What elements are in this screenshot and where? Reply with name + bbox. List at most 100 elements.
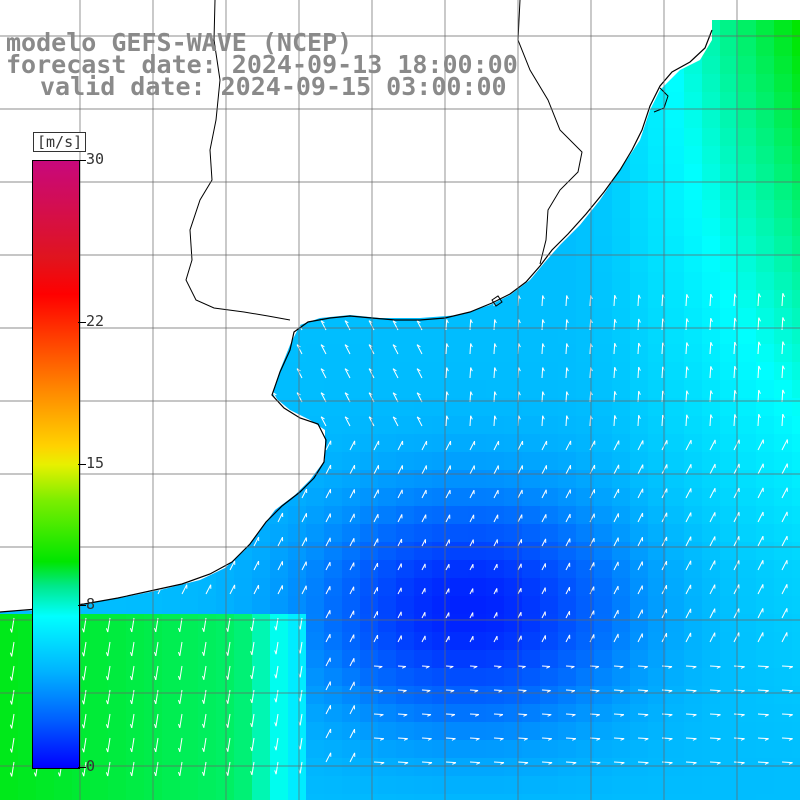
wind-cell: [180, 722, 199, 741]
wind-arrow-head: [427, 738, 432, 741]
wind-arrow: [131, 761, 135, 777]
wind-cell: [594, 542, 613, 561]
wind-arrow: [517, 713, 528, 716]
wind-cell: [612, 524, 631, 543]
wind-cell: [594, 434, 613, 453]
wind-cell: [558, 506, 577, 525]
wind-cell: [630, 578, 649, 597]
wind-cell: [378, 758, 397, 777]
wind-arrow-head: [595, 714, 600, 717]
wind-cell: [702, 272, 721, 291]
wind-cell: [756, 614, 775, 633]
wind-cell: [414, 398, 433, 417]
wind-arrow-head: [734, 341, 737, 346]
wind-arrow-head: [734, 293, 737, 298]
wind-cell: [306, 704, 325, 723]
wind-arrow: [757, 632, 764, 643]
wind-cell: [0, 632, 19, 651]
wind-arrow: [493, 415, 496, 427]
wind-cell: [540, 416, 559, 435]
wind-cell: [576, 560, 595, 579]
wind-cell: [594, 308, 613, 327]
wind-cell: [558, 434, 577, 453]
wind-cell: [504, 434, 523, 453]
wind-arrow-head: [9, 748, 13, 753]
wind-cell: [720, 236, 739, 255]
wind-cell: [666, 290, 685, 309]
wind-arrow: [781, 535, 788, 547]
wind-cell: [702, 308, 721, 327]
wind-cell: [162, 704, 181, 723]
wind-cell: [270, 776, 289, 795]
wind-arrow-head: [614, 294, 617, 299]
wind-arrow: [613, 319, 616, 331]
wind-cell: [702, 290, 721, 309]
wind-arrow-head: [470, 319, 473, 324]
wind-arrow: [299, 689, 303, 702]
wind-arrow-head: [521, 666, 526, 669]
wind-arrow-head: [446, 415, 449, 420]
wind-arrow: [541, 611, 546, 619]
wind-arrow: [445, 415, 448, 427]
wind-cell: [324, 452, 343, 471]
wind-arrow: [541, 489, 547, 499]
wind-arrow-head: [274, 650, 277, 655]
wind-arrow: [565, 319, 568, 331]
wind-cell: [396, 686, 415, 705]
wind-arrow-head: [788, 690, 793, 693]
wind-cell: [558, 290, 577, 309]
wind-cell: [720, 722, 739, 741]
wind-cell: [558, 560, 577, 579]
wind-arrow: [373, 665, 383, 668]
wind-cell: [324, 758, 343, 777]
wind-cell: [108, 722, 127, 741]
wind-arrow: [421, 539, 426, 547]
wind-cell: [450, 344, 469, 363]
wind-cell: [540, 380, 559, 399]
wind-cell: [360, 542, 379, 561]
wind-arrow-head: [692, 762, 697, 765]
title-forecast-date: forecast date: 2024-09-13 18:00:00: [6, 50, 518, 79]
wind-cell: [486, 488, 505, 507]
wind-cell: [720, 254, 739, 273]
wind-cell: [792, 308, 800, 327]
wind-cell: [558, 668, 577, 687]
wind-cell: [504, 776, 523, 795]
wind-cell: [396, 542, 415, 561]
wind-cell: [432, 650, 451, 669]
wind-cell: [468, 722, 487, 741]
wind-arrow-head: [716, 714, 721, 717]
wind-cell: [198, 614, 217, 633]
wind-cell: [738, 776, 757, 795]
wind-cell: [342, 542, 361, 561]
wind-cell: [432, 614, 451, 633]
wind-cell: [270, 506, 289, 525]
wind-cell: [630, 776, 649, 795]
wind-cell: [450, 578, 469, 597]
wind-cell: [792, 758, 800, 777]
wind-cell: [630, 740, 649, 759]
wind-cell: [414, 344, 433, 363]
wind-cell: [360, 416, 379, 435]
wind-cell: [648, 758, 667, 777]
wind-arrow: [325, 610, 331, 619]
wind-cell: [504, 704, 523, 723]
wind-arrow-head: [250, 675, 253, 680]
wind-cell: [594, 452, 613, 471]
wind-arrow: [325, 681, 331, 691]
wind-cell: [774, 560, 793, 579]
wind-cell: [666, 416, 685, 435]
wind-arrow-head: [596, 762, 601, 765]
wind-arrow: [637, 585, 643, 595]
wind-cell: [558, 380, 577, 399]
wind-arrow: [275, 713, 279, 727]
wind-cell: [522, 344, 541, 363]
wind-cell: [432, 506, 451, 525]
wind-arrow: [325, 657, 331, 667]
wind-cell: [378, 668, 397, 687]
wind-arrow: [637, 488, 644, 499]
wind-cell: [774, 20, 793, 39]
wind-arrow: [445, 319, 448, 331]
wind-cell: [468, 650, 487, 669]
wind-arrow: [613, 737, 625, 740]
